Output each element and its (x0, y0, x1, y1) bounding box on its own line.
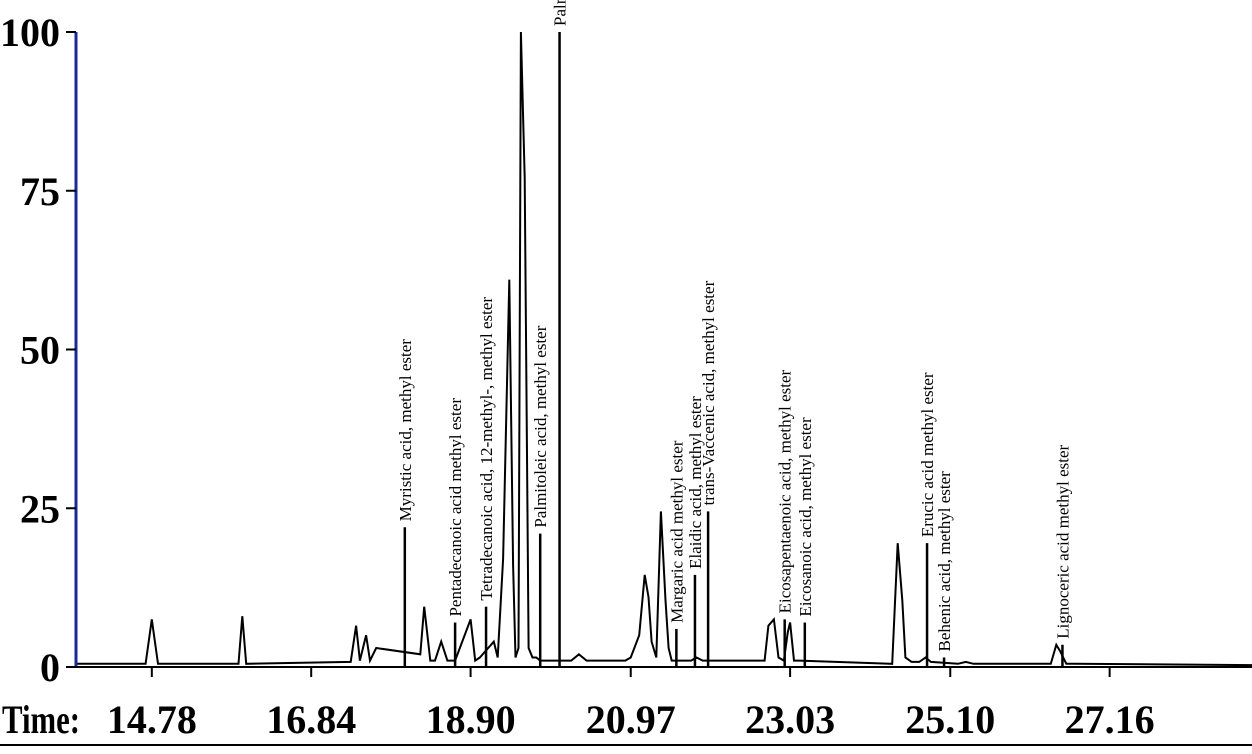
peak-label-layer: Myristic acid, methyl ester Pentadecanoic… (396, 0, 1072, 667)
trace-layer (76, 31, 1252, 667)
peak-label: Margaric acid methyl ester (667, 440, 686, 623)
y-tick-label: 100 (0, 10, 60, 55)
x-tick-label: 27.16 (1065, 697, 1155, 742)
y-tick-layer: 0 25 50 75 100 (0, 10, 76, 690)
peak-label: Tetradecanoic acid, 12-methyl-, methyl e… (477, 297, 496, 601)
x-tick-label: 14.78 (107, 697, 197, 742)
x-tick-layer: 14.78 16.84 18.90 20.97 23.03 25.10 27.16 (107, 667, 1155, 742)
y-tick-label: 25 (20, 486, 60, 531)
x-tick-label: 20.97 (586, 697, 676, 742)
chromatogram-trace (76, 31, 1252, 667)
y-tick-label: 50 (20, 328, 60, 373)
peak-label: Pentadecanoic acid methyl ester (446, 398, 465, 617)
peak-label: Eicosapentaenoic acid, methyl ester (776, 369, 795, 613)
x-tick-label: 18.90 (426, 697, 516, 742)
x-axis-label: Time: (2, 697, 80, 742)
x-tick-label: 16.84 (266, 697, 356, 742)
peak-label: Eicosanoic acid, methyl ester (796, 417, 815, 617)
peak-label: Elaidic acid, methyl ester (686, 396, 705, 569)
x-tick-label: 25.10 (905, 697, 995, 742)
y-tick-label: 0 (40, 645, 60, 690)
peak-label: Palmitic acid, methyl ester (551, 0, 570, 26)
x-tick-label: 23.03 (745, 697, 835, 742)
peak-label: Behenic acid, methyl ester (935, 471, 954, 652)
peak-label: trans-Vaccenic acid, methyl ester (699, 280, 718, 505)
y-tick-label: 75 (20, 169, 60, 214)
peak-label: Erucic acid methyl ester (918, 372, 937, 537)
peak-label: Lignoceric acid methyl ester (1053, 444, 1072, 638)
peak-label: Myristic acid, methyl ester (396, 339, 415, 522)
peak-label: Palmitoleic acid, methyl ester (531, 325, 550, 527)
